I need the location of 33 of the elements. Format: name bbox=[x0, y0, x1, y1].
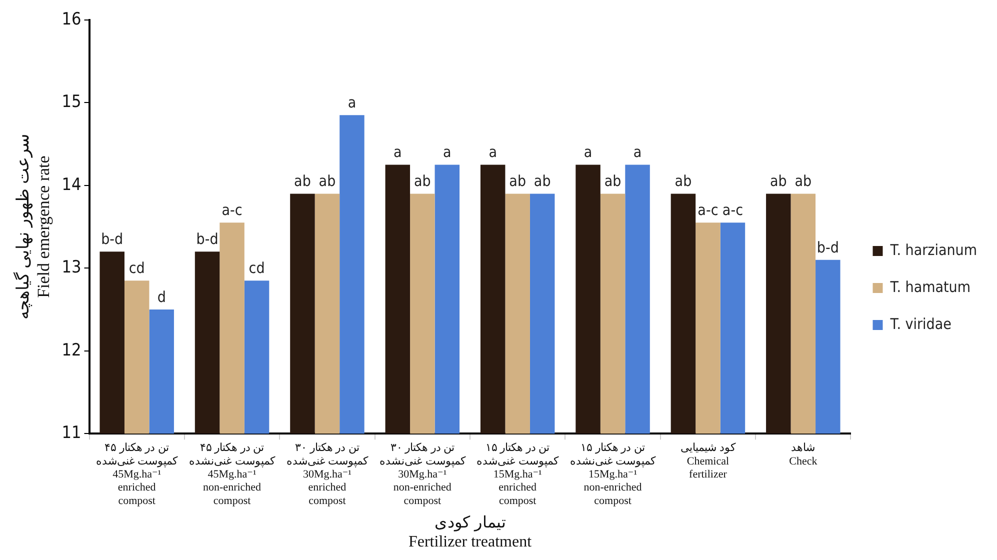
data-label: a bbox=[348, 94, 356, 112]
data-label: ab bbox=[318, 172, 336, 190]
data-label: cd bbox=[248, 258, 265, 277]
data-label: d bbox=[157, 288, 166, 306]
legend-label: T. harzianum bbox=[889, 240, 978, 259]
data-label: ab bbox=[604, 172, 622, 190]
data-label: ab bbox=[294, 172, 311, 190]
y-tick-label: 11 bbox=[62, 423, 82, 444]
data-label: ab bbox=[534, 172, 551, 190]
data-label: ab bbox=[674, 172, 692, 190]
data-label: ab bbox=[794, 172, 812, 190]
legend-label: T. viridae bbox=[889, 314, 952, 333]
y-tick-label: 13 bbox=[62, 258, 82, 278]
y-tick-label: 12 bbox=[62, 340, 82, 360]
y-tick-label: 16 bbox=[62, 9, 82, 30]
data-label: b-d bbox=[101, 230, 124, 248]
data-label: b-d bbox=[196, 230, 218, 248]
data-label: a bbox=[633, 143, 642, 162]
legend-label: T. hamatum bbox=[889, 278, 971, 296]
data-label: a bbox=[394, 143, 402, 162]
data-label: a-c bbox=[222, 201, 242, 220]
data-label: a bbox=[488, 143, 497, 162]
data-label: cd bbox=[128, 258, 145, 277]
y-tick-label: 15 bbox=[62, 92, 82, 112]
data-label: ab bbox=[770, 172, 787, 190]
data-label: ab bbox=[509, 172, 526, 190]
data-label: a-c bbox=[722, 201, 743, 220]
data-label: a-c bbox=[698, 201, 718, 220]
y-tick-label: 14 bbox=[62, 174, 82, 195]
data-label: a bbox=[584, 143, 592, 162]
data-label: b-d bbox=[816, 238, 839, 256]
data-label: a bbox=[443, 143, 452, 162]
data-label: ab bbox=[414, 172, 431, 190]
